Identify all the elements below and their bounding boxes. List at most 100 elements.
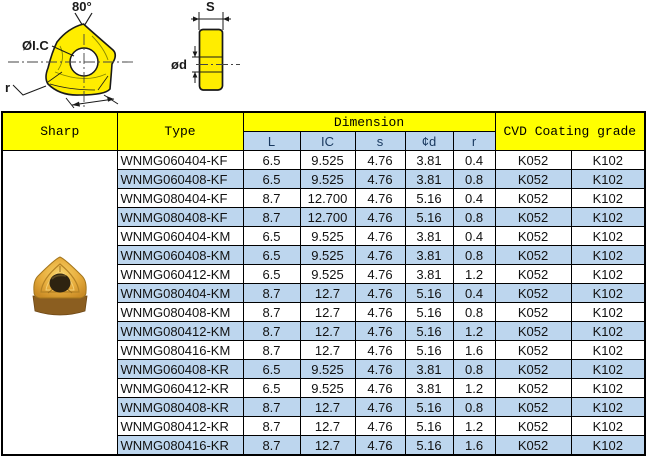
cell-type: WNMG060408-KF [116, 169, 244, 189]
cell-grade-1: K052 [494, 207, 572, 227]
cell-d: 3.81 [404, 226, 454, 246]
cell-r: 0.4 [452, 226, 496, 246]
cell-d: 5.16 [404, 302, 454, 322]
cell-type: WNMG060408-KR [116, 359, 244, 379]
cell-s: 4.76 [354, 321, 406, 341]
cell-grade-1: K052 [494, 435, 572, 456]
cell-grade-2: K102 [570, 378, 646, 398]
cell-IC: 12.7 [299, 397, 356, 417]
cell-s: 4.76 [354, 359, 406, 379]
header-dim-d: ¢d [404, 131, 454, 151]
cell-r: 0.8 [452, 397, 496, 417]
cell-s: 4.76 [354, 169, 406, 189]
side-view-body [198, 28, 224, 91]
cell-IC: 9.525 [299, 264, 356, 284]
header-row-1: Sharp Type Dimension CVD Coating grade [1, 111, 646, 151]
cell-grade-2: K102 [570, 264, 646, 284]
spec-table: Sharp Type Dimension CVD Coating grade L… [1, 111, 647, 456]
cell-grade-2: K102 [570, 340, 646, 360]
cell-IC: 12.7 [299, 340, 356, 360]
cell-s: 4.76 [354, 207, 406, 227]
cell-grade-2: K102 [570, 416, 646, 436]
cell-grade-2: K102 [570, 321, 646, 341]
cell-s: 4.76 [354, 188, 406, 208]
cell-type: WNMG080412-KM [116, 321, 244, 341]
cell-grade-1: K052 [494, 302, 572, 322]
cell-L: 8.7 [242, 283, 301, 303]
cell-type: WNMG060408-KM [116, 245, 244, 265]
cell-s: 4.76 [354, 226, 406, 246]
cell-d: 3.81 [404, 150, 454, 170]
cell-r: 0.8 [452, 169, 496, 189]
cell-type: WNMG080404-KF [116, 188, 244, 208]
cell-d: 3.81 [404, 264, 454, 284]
cell-L: 6.5 [242, 226, 301, 246]
cell-grade-2: K102 [570, 169, 646, 189]
insert-side-view: S ød [171, 0, 240, 91]
cell-s: 4.76 [354, 435, 406, 456]
hole-diameter-label: ød [171, 57, 187, 72]
cell-grade-2: K102 [570, 245, 646, 265]
inscribed-circle-label: ØI.C [22, 38, 49, 53]
cell-d: 3.81 [404, 245, 454, 265]
angle-80-label: 80° [72, 0, 92, 14]
header-dim-IC: IC [299, 131, 356, 151]
cell-grade-2: K102 [570, 397, 646, 417]
header-row-2: L IC s ¢d r [2, 131, 645, 151]
cell-grade-2: K102 [570, 226, 646, 246]
cell-d: 3.81 [404, 359, 454, 379]
cell-IC: 9.525 [299, 359, 356, 379]
cell-L: 6.5 [242, 150, 301, 170]
cell-grade-1: K052 [494, 321, 572, 341]
cell-L: 8.7 [242, 321, 301, 341]
cell-d: 5.16 [404, 435, 454, 456]
cell-grade-1: K052 [494, 226, 572, 246]
cell-r: 1.2 [452, 416, 496, 436]
cell-grade-1: K052 [494, 169, 572, 189]
cell-L: 6.5 [242, 378, 301, 398]
cell-grade-2: K102 [570, 302, 646, 322]
cell-grade-1: K052 [494, 188, 572, 208]
cell-d: 5.16 [404, 188, 454, 208]
table-row: WNMG080404-KM 8.7 12.7 4.76 5.16 0.4 K05… [2, 283, 646, 303]
table-row: WNMG080408-KR 8.7 12.7 4.76 5.16 0.8 K05… [2, 397, 646, 417]
table-row: WNMG060404-KM 6.5 9.525 4.76 3.81 0.4 K0… [2, 226, 646, 246]
cell-grade-2: K102 [570, 359, 646, 379]
header-cvd-coating-grade: CVD Coating grade [494, 111, 646, 151]
insert-front-view: 80° ØI.C r [5, 0, 136, 109]
cell-grade-2: K102 [570, 188, 646, 208]
table-row: WNMG060404-KF 6.5 9.525 4.76 3.81 0.4 K0… [1, 150, 646, 456]
cell-L: 6.5 [242, 169, 301, 189]
cell-d: 3.81 [404, 169, 454, 189]
cell-grade-1: K052 [494, 397, 572, 417]
cell-L: 6.5 [242, 264, 301, 284]
table-row: WNMG080416-KM 8.7 12.7 4.76 5.16 1.6 K05… [2, 340, 646, 360]
cell-r: 1.6 [452, 435, 496, 456]
cell-type: WNMG060412-KR [116, 378, 244, 398]
cell-r: 1.2 [452, 264, 496, 284]
cell-s: 4.76 [354, 283, 406, 303]
cell-type: WNMG080404-KM [116, 283, 244, 303]
corner-radius-label: r [5, 80, 10, 95]
header-sharp: Sharp [1, 111, 118, 151]
cell-type: WNMG060412-KM [116, 264, 244, 284]
cell-type: WNMG080408-KM [116, 302, 244, 322]
cell-s: 4.76 [354, 150, 406, 170]
cell-IC: 12.7 [299, 283, 356, 303]
cell-s: 4.76 [354, 378, 406, 398]
cell-r: 1.2 [452, 378, 496, 398]
cell-r: 0.8 [452, 245, 496, 265]
cell-L: 6.5 [242, 359, 301, 379]
insert-photo-cell [1, 150, 118, 456]
cell-IC: 9.525 [299, 226, 356, 246]
cell-L: 8.7 [242, 435, 301, 456]
cell-IC: 12.7 [299, 321, 356, 341]
cell-IC: 9.525 [299, 378, 356, 398]
insert-drawings-svg: 80° ØI.C r S ød [5, 0, 240, 109]
cell-type: WNMG080408-KF [116, 207, 244, 227]
header-dimension: Dimension [242, 111, 496, 132]
cell-IC: 12.700 [299, 188, 356, 208]
cell-IC: 9.525 [299, 245, 356, 265]
cell-grade-2: K102 [570, 150, 646, 170]
